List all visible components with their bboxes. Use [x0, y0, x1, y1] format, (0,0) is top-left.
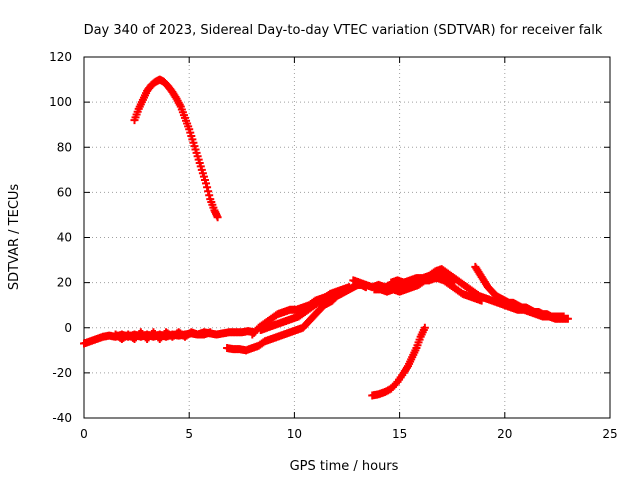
- data-point: [205, 191, 214, 200]
- data-point: [559, 312, 568, 321]
- data-point: [450, 276, 459, 285]
- x-tick-label: 25: [602, 427, 617, 441]
- data-point: [477, 296, 486, 305]
- y-tick-label: 0: [64, 321, 72, 335]
- grid: [84, 57, 610, 418]
- x-tick-label: 0: [80, 427, 88, 441]
- y-tick-label: -20: [52, 366, 72, 380]
- y-tick-label: -40: [52, 411, 72, 425]
- y-tick-label: 60: [57, 185, 72, 199]
- chart-title: Day 340 of 2023, Sidereal Day-to-day VTE…: [84, 23, 603, 38]
- data-point: [213, 213, 222, 222]
- series-arc-late: [471, 262, 568, 321]
- data-marks: [80, 75, 572, 400]
- x-axis-title: GPS time / hours: [290, 459, 399, 474]
- data-point: [202, 179, 211, 188]
- series-arc-high: [130, 75, 222, 222]
- data-point: [203, 183, 212, 192]
- plot-frame: [83, 56, 611, 419]
- series-arc-low-secondary: [111, 328, 215, 344]
- x-tick-label: 5: [185, 427, 193, 441]
- series-arc-plateau-mid: [387, 271, 459, 289]
- data-point: [563, 314, 572, 323]
- series-arc-dip: [368, 323, 429, 400]
- data-point: [204, 187, 213, 196]
- data-point: [206, 328, 215, 337]
- x-tick-label: 20: [497, 427, 512, 441]
- y-tick-label: 100: [49, 95, 72, 109]
- axis-ticks: 0 5 10 15 20 25 -40 -20 0 20 40 60 80 100 120: [49, 50, 618, 441]
- y-tick-label: 80: [57, 140, 72, 154]
- y-tick-label: 40: [57, 231, 72, 245]
- y-tick-label: 20: [57, 276, 72, 290]
- series-arc-rise-3: [256, 283, 354, 335]
- y-axis-title: SDTVAR / TECUs: [7, 184, 22, 291]
- data-point: [420, 323, 429, 332]
- x-tick-label: 15: [392, 427, 407, 441]
- x-tick-label: 10: [287, 427, 302, 441]
- data-point: [345, 283, 354, 292]
- y-tick-label: 120: [49, 50, 72, 64]
